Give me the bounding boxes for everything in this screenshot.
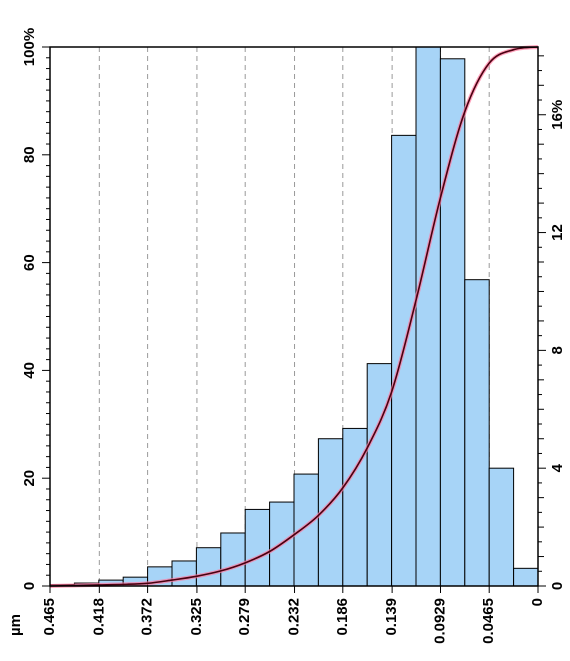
cumulative-curve [49,46,539,587]
cumulative-curve-layer [49,45,539,588]
histogram-bar-6 [195,547,222,587]
histogram-bar-19 [513,567,539,587]
histogram-bar-18 [488,467,515,587]
x-axis-label-0.465: 0.465 [41,598,58,636]
histogram-bars [49,46,539,587]
left-axis-label-100: 100% [21,28,38,66]
histogram-bar-16 [439,58,466,587]
left-axis-label-60: 60 [21,254,38,271]
histogram-bar-8 [244,508,271,587]
x-axis-label-0.279: 0.279 [236,598,253,636]
x-axis-label-0.418: 0.418 [90,598,107,636]
x-axis-label-0: 0 [529,598,546,606]
left-axis-label-40: 40 [21,362,38,379]
x-axis-label-0.372: 0.372 [139,598,156,636]
x-axis-label-0.139: 0.139 [383,598,400,636]
histogram-bar-5 [171,560,197,587]
right-axis-label-12: 12 [549,224,566,241]
histogram-bar-17 [464,279,490,587]
axis-labels: 0 20 40 60 80 100% 0 4 8 12 16% 0.465 0.418 0.372 0.32… [7,28,566,644]
x-axis-label-0.0465: 0.0465 [480,598,497,644]
x-axis-label-0.186: 0.186 [334,598,351,636]
right-axis-label-8: 8 [549,346,566,354]
left-axis-label-0: 0 [21,582,38,590]
left-axis-label-80: 80 [21,146,38,163]
right-axis-label-0: 0 [549,582,566,590]
histogram-bar-7 [220,532,246,587]
x-axis-label-0.232: 0.232 [285,598,302,636]
axis-ticks [42,46,546,593]
x-unit-label: µm [7,614,24,636]
x-axis-label-0.0929: 0.0929 [431,598,448,644]
x-axis-label-0.325: 0.325 [188,598,205,636]
left-axis-label-20: 20 [21,470,38,487]
histogram-bar-15 [415,46,441,587]
right-axis-label-4: 4 [549,463,566,472]
histogram-bar-14 [391,134,417,587]
right-axis-label-16: 16% [549,100,566,130]
